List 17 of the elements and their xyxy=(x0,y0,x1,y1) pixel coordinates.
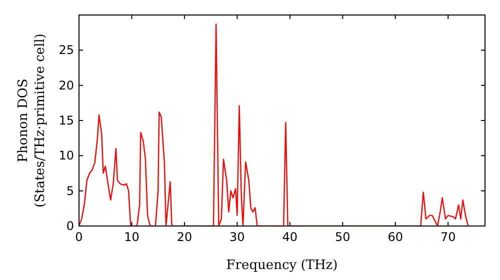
y-tick-label: 10 xyxy=(58,148,74,163)
x-tick-label: 70 xyxy=(440,230,456,244)
x-tick-label: 20 xyxy=(176,230,192,244)
x-tick-label: 40 xyxy=(282,230,298,244)
x-tick-label: 0 xyxy=(75,230,83,244)
y-tick-label: 5 xyxy=(66,184,74,198)
line-series xyxy=(79,24,469,226)
y-tick-label: 25 xyxy=(58,43,74,58)
y-tick-label: 20 xyxy=(58,78,74,92)
y-axis-title: Phonon DOS (States/THz·primitive cell) xyxy=(16,33,48,208)
x-axis-title: Frequency (THz) xyxy=(226,258,338,273)
x-tick-label: 50 xyxy=(334,230,350,244)
x-tick-label: 30 xyxy=(230,230,245,244)
x-tick-label: 60 xyxy=(388,230,404,244)
y-tick-label: 15 xyxy=(58,114,74,128)
x-tick-label: 10 xyxy=(124,230,140,244)
y-tick-label: 0 xyxy=(66,219,74,233)
